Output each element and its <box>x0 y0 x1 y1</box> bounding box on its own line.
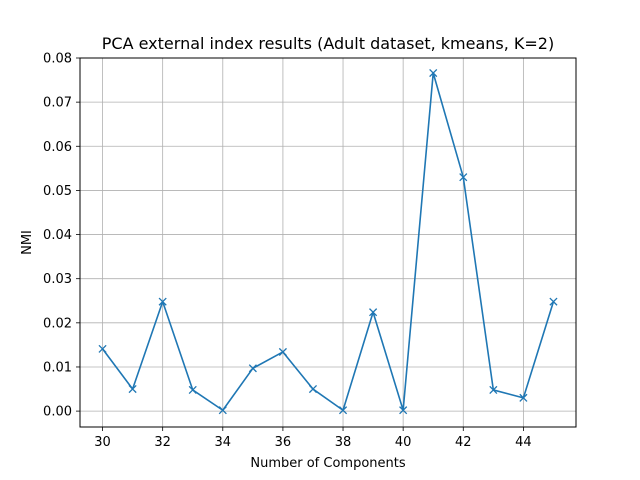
data-point-marker <box>248 364 257 373</box>
y-tick-label: 0.07 <box>43 96 72 111</box>
data-point-marker <box>98 344 107 353</box>
data-point-marker <box>188 385 197 394</box>
data-point-marker <box>399 406 408 415</box>
data-point-marker <box>338 406 348 415</box>
marker-stroke <box>429 68 438 78</box>
marker-stroke <box>128 384 137 394</box>
y-tick-label: 0.04 <box>43 228 72 243</box>
y-axis-label: NMI <box>20 230 35 255</box>
data-point-marker <box>459 173 468 182</box>
series-line <box>101 72 555 412</box>
y-tick-label: 0.01 <box>43 360 72 375</box>
y-tick-label: 0.00 <box>43 405 72 420</box>
marker-stroke <box>188 385 197 394</box>
series-group <box>98 68 558 415</box>
x-axis-label: Number of Components <box>250 456 405 471</box>
marker-stroke <box>158 297 167 306</box>
y-tick-label: 0.02 <box>43 316 72 331</box>
x-tick-label: 40 <box>395 435 412 450</box>
marker-stroke <box>338 406 348 415</box>
plot-frame <box>79 57 577 428</box>
marker-stroke <box>218 406 227 415</box>
marker-stroke <box>519 393 528 402</box>
axis-ticks: 30 32 34 36 38 40 42 44 0.00 0.01 0.02 0.03 0.04 0.05… <box>43 52 532 451</box>
x-tick-label: 42 <box>455 435 472 450</box>
data-point-marker <box>549 297 558 306</box>
marker-stroke <box>459 173 468 182</box>
data-point-marker <box>278 347 287 357</box>
data-point-marker <box>308 384 318 394</box>
y-tick-label: 0.05 <box>43 184 72 199</box>
chart-title: PCA external index results (Adult datase… <box>102 34 554 53</box>
marker-stroke <box>369 308 378 317</box>
data-point-marker <box>369 308 378 317</box>
marker-stroke <box>489 385 498 394</box>
x-tick-label: 44 <box>515 435 532 450</box>
data-point-marker <box>218 406 227 415</box>
x-tick-label: 36 <box>275 435 292 450</box>
marker-stroke <box>308 384 318 394</box>
marker-stroke <box>549 297 558 306</box>
marker-stroke <box>399 406 408 415</box>
data-point-marker <box>489 385 498 394</box>
y-tick-label: 0.08 <box>43 52 72 67</box>
data-point-marker <box>429 68 438 78</box>
x-tick-label: 30 <box>94 435 111 450</box>
x-tick-label: 32 <box>154 435 171 450</box>
marker-stroke <box>278 347 287 357</box>
data-point-marker <box>158 297 167 306</box>
marker-stroke <box>248 364 257 373</box>
data-point-marker <box>519 393 528 402</box>
x-tick-label: 38 <box>335 435 352 450</box>
y-tick-label: 0.03 <box>43 272 72 287</box>
x-tick-label: 34 <box>215 435 232 450</box>
y-tick-label: 0.06 <box>43 140 72 155</box>
marker-stroke <box>98 344 107 353</box>
data-point-marker <box>128 384 137 394</box>
